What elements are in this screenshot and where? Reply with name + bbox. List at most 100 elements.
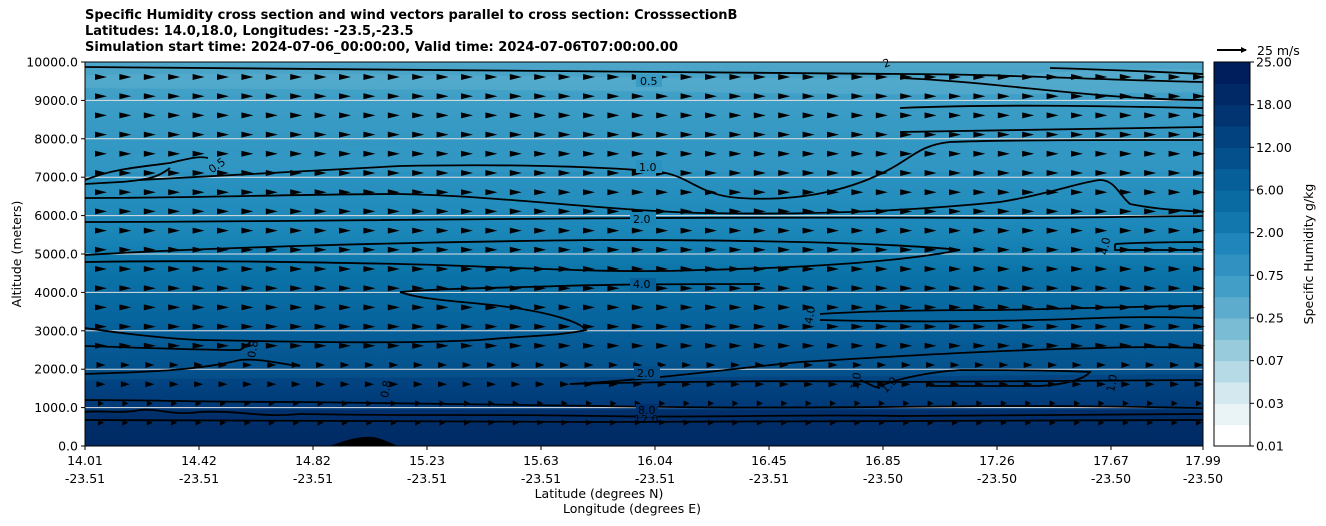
wind-vector	[1072, 381, 1082, 388]
wind-vector	[949, 93, 961, 100]
wind-vector	[558, 170, 571, 176]
wind-vector	[875, 74, 888, 80]
wind-vector	[924, 150, 937, 157]
wind-vector	[1071, 112, 1083, 119]
wind-vector	[387, 112, 400, 119]
wind-vector	[781, 400, 788, 407]
wind-vector	[680, 304, 693, 311]
wind-vector	[363, 246, 376, 253]
wind-vector	[119, 170, 132, 176]
wind-vector	[192, 131, 205, 138]
wind-vector	[583, 150, 595, 157]
wind-vector	[509, 150, 522, 157]
wind-vector	[778, 150, 791, 157]
gridlines	[85, 99, 1203, 409]
wind-vector	[705, 323, 717, 330]
wind-vector	[558, 93, 571, 100]
wind-vector	[1147, 400, 1154, 407]
wind-vector	[485, 93, 498, 100]
wind-vector	[1168, 131, 1181, 138]
wind-vector	[339, 208, 351, 215]
wind-vector	[412, 150, 425, 157]
x-tick-label-lon: -23.51	[749, 471, 789, 486]
wind-vector	[217, 266, 229, 272]
y-tick-label: 3000.0	[34, 323, 78, 338]
wind-vector	[217, 285, 229, 292]
wind-vector	[558, 131, 571, 138]
wind-vector	[851, 131, 864, 138]
wind-vector	[778, 74, 791, 80]
wind-vector	[119, 74, 132, 80]
wind-vector	[1098, 400, 1105, 407]
wind-vector	[171, 400, 178, 407]
wind-vector	[1193, 227, 1205, 234]
wind-vector	[485, 323, 498, 330]
wind-vector	[973, 93, 986, 100]
wind-vector	[852, 362, 862, 368]
wind-vector	[1046, 189, 1059, 196]
wind-vector	[756, 400, 763, 407]
wind-vector	[314, 227, 327, 234]
wind-vector	[143, 304, 156, 311]
wind-vector	[265, 93, 278, 100]
wind-vector	[290, 208, 303, 215]
wind-vector	[683, 400, 690, 407]
wind-vector	[924, 246, 937, 253]
wind-vector	[387, 304, 400, 311]
wind-vector	[927, 400, 934, 407]
wind-vector	[1144, 323, 1157, 330]
wind-vector	[1049, 400, 1056, 407]
wind-vector	[558, 342, 571, 349]
wind-vector	[778, 112, 791, 119]
wind-vector	[461, 189, 473, 196]
wind-vector	[290, 93, 303, 100]
wind-vector	[509, 189, 522, 196]
contour-label: 1.0	[639, 161, 657, 174]
chart-title-line3: Simulation start time: 2024-07-06_00:00:…	[85, 40, 678, 55]
wind-vector	[1095, 208, 1108, 215]
wind-vector	[95, 323, 107, 330]
colorbar-tick-label: 0.03	[1256, 396, 1284, 411]
wind-vector	[997, 304, 1010, 311]
wind-vector	[534, 304, 547, 311]
wind-vector	[314, 304, 327, 311]
wind-vector	[534, 74, 547, 80]
wind-vector	[1022, 112, 1035, 119]
x-tick-label-lon: -23.51	[521, 471, 561, 486]
wind-vector	[438, 362, 448, 368]
wind-vector	[1022, 208, 1035, 215]
wind-vector	[631, 323, 644, 330]
wind-vector	[705, 342, 717, 349]
wind-vector	[1095, 131, 1108, 138]
wind-vector	[241, 285, 254, 292]
wind-vector	[217, 74, 229, 80]
wind-vector	[583, 208, 595, 215]
wind-vector	[778, 131, 791, 138]
wind-vector	[851, 170, 864, 176]
wind-vector	[95, 285, 107, 292]
wind-vector	[436, 131, 449, 138]
wind-vector	[412, 208, 425, 215]
wind-vector	[802, 170, 815, 176]
wind-vector	[534, 342, 547, 349]
wind-vector	[511, 381, 521, 388]
wind-vector	[851, 74, 864, 80]
wind-vector	[680, 170, 693, 176]
wind-vector	[1046, 208, 1059, 215]
wind-vector	[1194, 381, 1204, 388]
wind-vector	[680, 246, 693, 253]
wind-vector	[607, 304, 620, 311]
colorbar-segment	[1214, 339, 1250, 362]
wind-vector	[217, 189, 229, 196]
wind-vector	[241, 112, 254, 119]
wind-vector	[753, 323, 766, 330]
wind-vector	[631, 131, 644, 138]
wind-vector	[1046, 285, 1059, 292]
wind-vector	[705, 285, 717, 292]
wind-vector	[1193, 266, 1205, 272]
wind-vector	[98, 400, 104, 407]
wind-vector	[1168, 285, 1181, 292]
wind-vector	[412, 170, 425, 176]
wind-vector	[1119, 170, 1132, 176]
